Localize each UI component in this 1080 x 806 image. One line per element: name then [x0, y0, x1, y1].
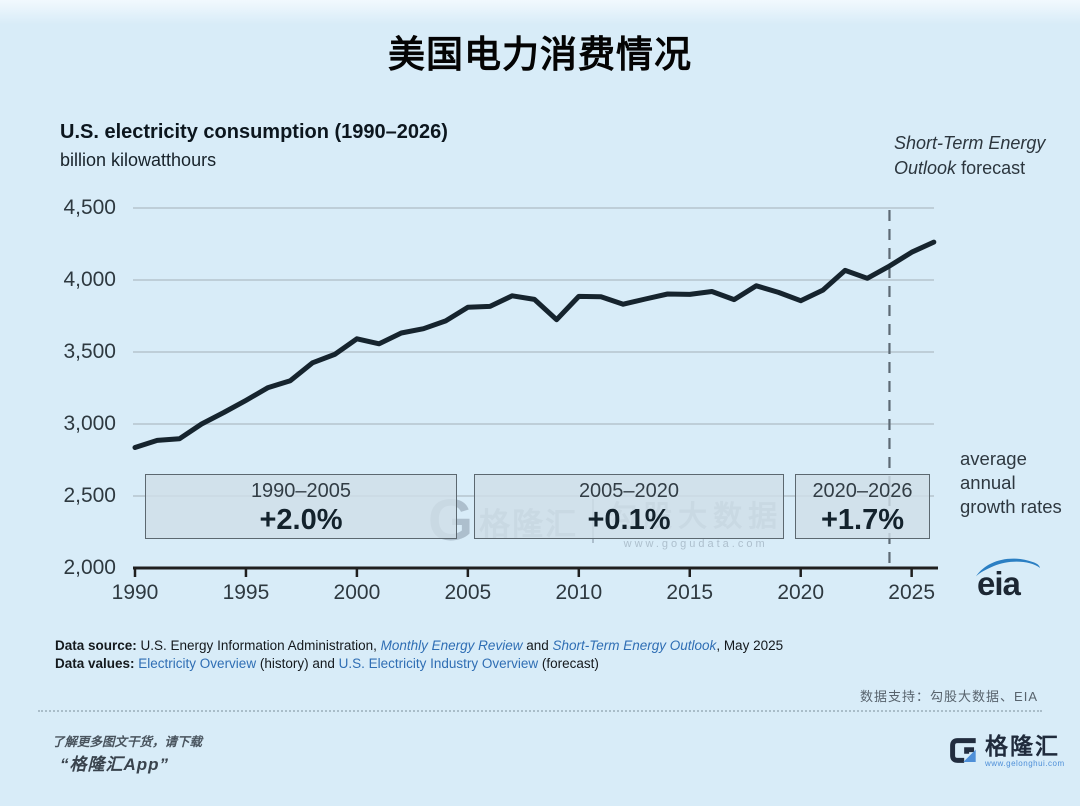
link-electricity-overview[interactable]: Electricity Overview	[138, 656, 257, 671]
watermark-url: www.gogudata.com	[623, 537, 768, 550]
gelonghui-g-icon	[950, 738, 976, 763]
avg-growth-note: average annual growth rates	[960, 448, 1062, 517]
data-values-text: (history) and	[256, 656, 339, 671]
eia-swoosh-icon	[975, 558, 1041, 577]
link-short-term-energy-outlook[interactable]: Short-Term Energy Outlook	[552, 638, 717, 653]
forecast-note: Short-Term Energy Outlook forecast	[894, 131, 1069, 181]
x-axis-label: 1995	[222, 581, 270, 604]
growth-box-range: 2020–2026	[812, 480, 913, 502]
gelonghui-logo-url: www.gelonghui.com	[985, 759, 1065, 768]
data-source-text: , May 2025	[716, 638, 784, 653]
growth-box-rate: +2.0%	[259, 504, 343, 536]
y-axis-label: 2,000	[63, 556, 116, 579]
y-axis-label: 4,500	[63, 196, 116, 219]
app-promo-text: 了解更多图文干货，请下载	[52, 735, 203, 749]
data-support-note: 数据支持：勾股大数据、EIA	[860, 689, 1038, 704]
growth-box-rate: +1.7%	[820, 504, 905, 536]
growth-box-1990-2005: 1990–2005 +2.0%	[145, 474, 457, 539]
y-axis-label: 3,500	[63, 340, 116, 363]
data-source-line: Data source: U.S. Energy Information Adm…	[55, 638, 783, 653]
growth-box-range: 1990–2005	[250, 480, 352, 502]
chart-title: U.S. electricity consumption (1990–2026)	[60, 121, 448, 143]
y-axis-label: 4,000	[63, 268, 116, 291]
x-axis-label: 2005	[444, 581, 492, 604]
data-values-text: (forecast)	[538, 656, 599, 671]
growth-box-2020-2026: 2020–2026 +1.7%	[795, 474, 930, 539]
page-title: 美国电力消费情况	[388, 34, 692, 75]
forecast-note-label: forecast	[961, 158, 1026, 178]
growth-box-2005-2020: 2005–2020 +0.1%	[474, 474, 784, 539]
data-values-line: Data values: Electricity Overview (histo…	[55, 656, 599, 671]
x-axis-label: 2000	[333, 581, 381, 604]
footer-divider	[38, 710, 1042, 712]
data-source-label: Data source:	[55, 638, 137, 653]
link-electricity-industry-overview[interactable]: U.S. Electricity Industry Overview	[338, 656, 539, 671]
eia-logo: eia	[973, 556, 1043, 608]
consumption-line	[132, 239, 937, 450]
gelonghui-logo: 格隆汇 www.gelonghui.com	[946, 734, 1065, 768]
x-axis-label: 1990	[111, 581, 159, 604]
data-source-text: U.S. Energy Information Administration,	[136, 638, 381, 653]
x-axis-label: 2015	[666, 581, 714, 604]
data-values-label: Data values:	[55, 656, 139, 671]
growth-box-rate: +0.1%	[587, 504, 671, 536]
eia-logo-text: eia	[977, 565, 1021, 602]
gelonghui-logo-text: 格隆汇	[985, 733, 1060, 759]
x-axis-label: 2020	[777, 581, 825, 604]
x-axis-label: 2025	[888, 581, 935, 604]
y-axis-label: 3,000	[63, 412, 116, 435]
growth-box-range: 2005–2020	[578, 480, 680, 502]
link-monthly-energy-review[interactable]: Monthly Energy Review	[380, 638, 523, 653]
chart-subtitle: billion kilowatthours	[60, 150, 217, 170]
y-axis-label: 2,500	[63, 484, 116, 507]
app-promo-name: “格隆汇App”	[60, 755, 170, 774]
data-source-text: and	[522, 638, 553, 653]
x-axis-label: 2010	[555, 581, 603, 604]
forecast-note-source: Short-Term Energy Outlook	[894, 133, 1046, 178]
